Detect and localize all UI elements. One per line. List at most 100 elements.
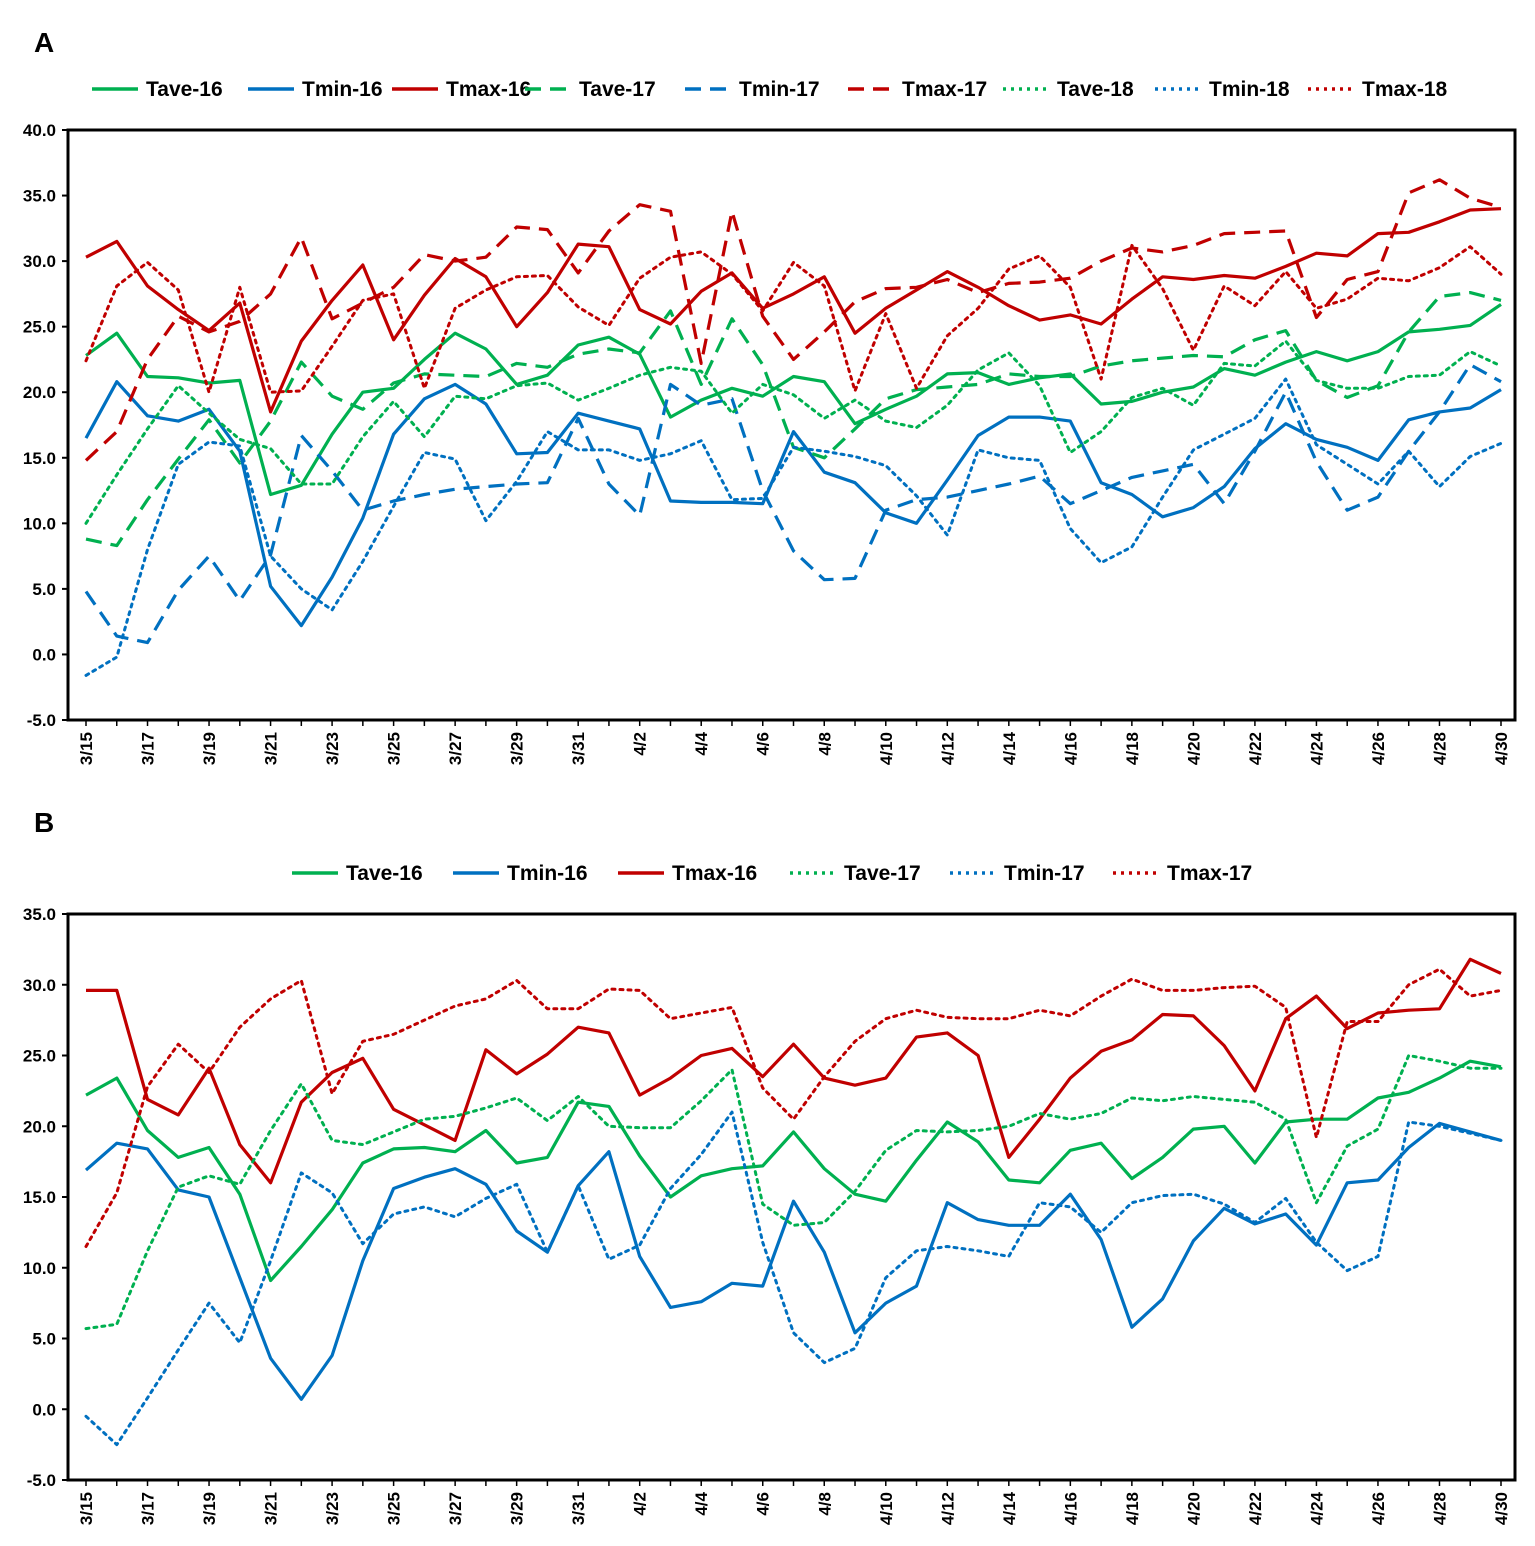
x-tick-label: 4/8 <box>815 732 834 756</box>
x-tick-label: 4/20 <box>1184 732 1203 765</box>
panel-b-legend: Tave-16 Tmin-16 Tmax-16 Tave-17 Tmin-17 Tmax-… <box>292 862 1252 885</box>
x-tick-label: 4/20 <box>1184 1492 1203 1525</box>
x-tick-label: 4/10 <box>877 732 896 765</box>
x-tick-label: 4/26 <box>1369 1492 1388 1525</box>
x-tick-label: 3/23 <box>323 732 342 765</box>
x-tick-label: 4/4 <box>692 731 711 755</box>
x-tick-label: 3/31 <box>569 732 588 765</box>
panel-a-axis-ticks: -5.0 0.0 5.0 10.0 15.0 20.0 25.0 30.0 35.0 40.0 3/… <box>23 121 1511 765</box>
series-line-tmin-18 <box>84 377 1503 677</box>
y-tick-label: 40.0 <box>23 121 56 140</box>
legend-label: Tave-17 <box>579 78 656 101</box>
x-tick-label: 4/4 <box>692 1491 711 1515</box>
legend-item: Tave-18 <box>1003 78 1134 101</box>
y-tick-label: 0.0 <box>32 1400 56 1419</box>
legend-item: Tmin-18 <box>1155 78 1290 101</box>
x-tick-label: 3/25 <box>385 732 404 765</box>
x-tick-label: 4/24 <box>1307 1491 1326 1525</box>
panel-a-label: A <box>34 27 54 58</box>
series-line-tave-17 <box>85 291 1502 548</box>
x-tick-label: 4/28 <box>1430 1492 1449 1525</box>
x-tick-label: 3/29 <box>508 732 527 765</box>
legend-label: Tave-16 <box>146 78 223 101</box>
panel-b-axis-ticks: -5.0 0.0 5.0 10.0 15.0 20.0 25.0 30.0 35.0 3/15 3/… <box>23 905 1511 1525</box>
y-tick-label: 0.0 <box>32 645 56 664</box>
x-tick-label: 3/19 <box>200 732 219 765</box>
x-tick-label: 3/15 <box>77 1492 96 1525</box>
y-tick-label: 30.0 <box>23 976 56 995</box>
panel-b-plot-frame <box>66 912 1517 1482</box>
panel-a: A Tave-16 Tmin-16 Tmax-16 Tave-17 Tmin-17 Tma… <box>23 27 1517 765</box>
series-line-tmax-16 <box>86 957 1502 1185</box>
legend-label: Tmin-16 <box>302 78 383 101</box>
legend-label: Tmin-17 <box>1004 862 1085 885</box>
x-tick-label: 3/17 <box>139 1492 158 1525</box>
x-tick-label: 3/21 <box>262 1492 281 1525</box>
x-tick-label: 3/17 <box>139 732 158 765</box>
panel-a-plot-frame <box>66 128 1517 722</box>
y-tick-label: 5.0 <box>32 580 56 599</box>
x-tick-label: 4/30 <box>1492 732 1511 765</box>
x-tick-label: 4/22 <box>1246 732 1265 765</box>
panel-b-series <box>84 957 1503 1447</box>
legend-label: Tmin-17 <box>739 78 820 101</box>
x-tick-label: 4/18 <box>1123 732 1142 765</box>
series-line-tave-16 <box>85 1059 1502 1283</box>
legend-label: Tmin-18 <box>1209 78 1290 101</box>
x-tick-label: 4/8 <box>815 1492 834 1516</box>
series-line-tmax-18 <box>84 243 1503 394</box>
x-tick-label: 3/23 <box>323 1492 342 1525</box>
panel-b-label: B <box>34 807 54 838</box>
legend-item: Tave-16 <box>292 862 423 885</box>
y-tick-label: 35.0 <box>23 187 56 206</box>
legend-label: Tmax-17 <box>902 78 987 101</box>
y-tick-label: 10.0 <box>23 1259 56 1278</box>
y-tick-label: 30.0 <box>23 252 56 271</box>
series-line-tave-16 <box>85 303 1502 497</box>
series-line-tmin-17 <box>84 1110 1503 1447</box>
legend-item: Tmax-16 <box>392 78 531 101</box>
x-tick-label: 3/25 <box>385 1492 404 1525</box>
y-tick-label: 35.0 <box>23 905 56 924</box>
x-tick-label: 4/6 <box>754 1492 773 1516</box>
x-tick-label: 4/24 <box>1307 731 1326 765</box>
x-tick-label: 4/2 <box>631 732 650 756</box>
series-line-tmin-16 <box>84 1121 1502 1401</box>
y-tick-label: 25.0 <box>23 1047 56 1066</box>
y-tick-label: 25.0 <box>23 318 56 337</box>
x-tick-label: 4/30 <box>1492 1492 1511 1525</box>
panel-a-legend: Tave-16 Tmin-16 Tmax-16 Tave-17 Tmin-17 Tmax-… <box>92 78 1448 101</box>
legend-item: Tmin-17 <box>685 78 820 101</box>
x-tick-label: 4/18 <box>1123 1492 1142 1525</box>
x-tick-label: 4/12 <box>938 1492 957 1525</box>
x-tick-label: 4/16 <box>1061 1492 1080 1525</box>
legend-item: Tmin-16 <box>453 862 588 885</box>
legend-label: Tmax-18 <box>1362 78 1448 101</box>
legend-item: Tmin-17 <box>950 862 1085 885</box>
legend-item: Tmax-16 <box>618 862 757 885</box>
legend-label: Tave-16 <box>346 862 423 885</box>
series-line-tmax-17 <box>84 178 1502 462</box>
x-tick-label: 4/6 <box>754 732 773 756</box>
y-tick-label: -5.0 <box>27 1471 56 1490</box>
y-tick-label: 10.0 <box>23 514 56 533</box>
x-tick-label: 4/14 <box>1000 731 1019 765</box>
x-tick-label: 4/10 <box>877 1492 896 1525</box>
x-tick-label: 4/16 <box>1061 732 1080 765</box>
x-tick-label: 4/14 <box>1000 1491 1019 1525</box>
x-tick-label: 3/27 <box>446 1492 465 1525</box>
x-tick-label: 4/28 <box>1430 732 1449 765</box>
legend-label: Tave-17 <box>844 862 921 885</box>
y-tick-label: 20.0 <box>23 383 56 402</box>
series-line-tmin-16 <box>84 380 1502 628</box>
panel-b: B Tave-16 Tmin-16 Tmax-16 Tave-17 Tmin-17 Tma… <box>23 807 1517 1525</box>
legend-label: Tave-18 <box>1057 78 1134 101</box>
x-tick-label: 3/15 <box>77 732 96 765</box>
series-line-tmax-16 <box>85 207 1502 414</box>
x-tick-label: 4/26 <box>1369 732 1388 765</box>
x-tick-label: 4/2 <box>631 1492 650 1516</box>
legend-item: Tave-17 <box>790 862 921 885</box>
x-tick-label: 3/29 <box>508 1492 527 1525</box>
legend-item: Tmax-17 <box>1113 862 1252 885</box>
